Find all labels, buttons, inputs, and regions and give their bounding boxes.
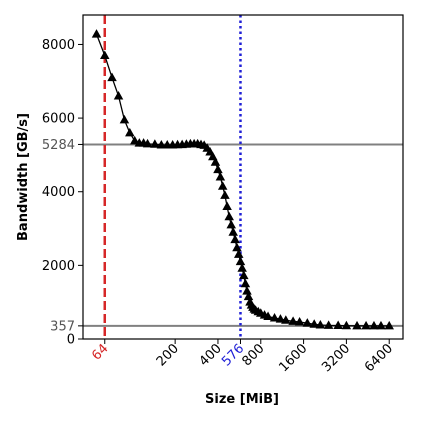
data-point [233, 249, 244, 258]
data-point [210, 157, 221, 166]
data-point [275, 314, 286, 323]
data-point [323, 320, 334, 329]
y-tick-label: 4000 [42, 185, 75, 200]
data-point [125, 127, 135, 137]
y-tick-label: 8000 [42, 38, 75, 53]
data-point [222, 201, 232, 210]
x-tick-label: 64 [89, 341, 111, 363]
x-tick-label: 3200 [319, 341, 353, 375]
data-point [242, 286, 252, 295]
data-point [376, 320, 386, 330]
data-point [224, 211, 234, 221]
x-axis-label: Size [MiB] [205, 392, 279, 407]
data-point [220, 190, 230, 199]
data-point [239, 270, 249, 280]
data-point [315, 320, 326, 329]
data-point [100, 50, 110, 59]
data-point [294, 317, 305, 326]
data-point [107, 72, 117, 82]
y-tick-label: 2000 [42, 259, 75, 274]
x-tick-label: 400 [197, 341, 225, 369]
data-point [150, 139, 160, 148]
y-axis-label: Bandwidth [GB/s] [16, 113, 31, 241]
data-point [232, 242, 242, 252]
data-point [119, 114, 130, 124]
y-tick-label: 357 [50, 319, 75, 334]
y-tick-label: 6000 [42, 112, 75, 127]
data-point [352, 320, 362, 330]
series-group [91, 29, 394, 330]
data-point [263, 311, 273, 321]
data-point [369, 320, 379, 330]
data-point [217, 181, 228, 190]
data-point [309, 319, 319, 328]
data-point [142, 138, 153, 148]
x-tick-label: 800 [239, 341, 267, 369]
data-point [235, 256, 246, 266]
data-point [91, 29, 102, 38]
data-point [215, 172, 226, 181]
x-tick-label: 6400 [362, 341, 396, 375]
plot-frame [82, 14, 404, 340]
data-point [243, 291, 254, 301]
data-point [213, 164, 223, 174]
data-point [228, 227, 238, 236]
data-point [281, 315, 291, 324]
data-point [226, 219, 236, 229]
data-point [230, 234, 240, 244]
y-tick-label: 5284 [42, 138, 75, 153]
data-point [237, 263, 247, 272]
data-point [341, 320, 352, 330]
data-point [240, 278, 251, 288]
data-point [288, 316, 298, 325]
data-point [333, 320, 343, 330]
y-tick-label: 0 [67, 333, 75, 348]
x-tick-label: 200 [154, 341, 182, 369]
series-line-0 [95, 33, 390, 327]
data-point [302, 318, 313, 327]
data-point [113, 91, 124, 100]
data-point [269, 313, 280, 322]
x-tick-label: 1600 [276, 341, 310, 375]
data-point [384, 320, 394, 330]
reference-lines [83, 15, 403, 339]
data-point [361, 320, 371, 330]
